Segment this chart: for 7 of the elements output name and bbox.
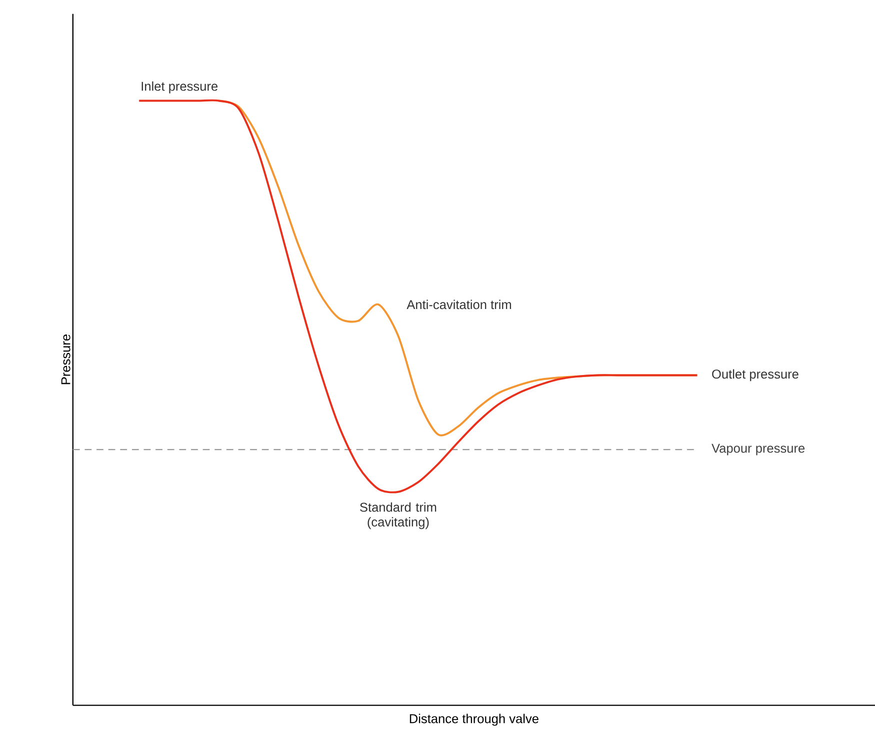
ref-line-label: Vapour pressure [712,444,805,456]
series-label: Anti-cavitation trim [406,300,512,310]
y-axis-title: Pressure [61,334,70,384]
x-axis-title: Distance through valve [410,714,538,726]
series-label: Standard trim (cavitating) [360,502,436,530]
text: Outlet pressure [712,369,798,382]
text: Inlet pressure [142,82,218,94]
